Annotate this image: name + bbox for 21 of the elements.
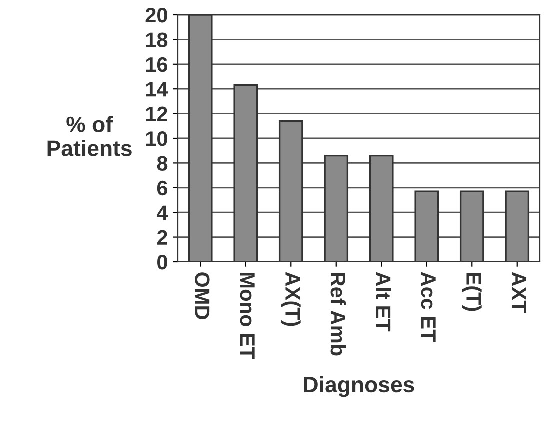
y-tick-label: 0 [158, 255, 168, 270]
x-tick-label: AX(T) [281, 272, 301, 326]
x-tick-label: Ref Amb [330, 273, 346, 356]
y-tick-label: 20 [146, 8, 168, 23]
y-tick-label: 18 [146, 32, 168, 48]
y-tick-label: 14 [146, 82, 168, 97]
y-tick-label: 4 [157, 206, 168, 220]
y-tick-label: 16 [146, 57, 168, 72]
y-axis-title: % of Patients [48, 116, 132, 156]
x-tick-label: Acc ET [421, 272, 436, 342]
x-tick-label: AXT [512, 272, 526, 314]
y-tick-label: 2 [157, 230, 168, 245]
y-tick-label: 6 [157, 180, 168, 196]
y-tick-label: 10 [146, 132, 168, 146]
y-tick-label: 8 [157, 156, 168, 171]
x-tick-label: Mono ET [240, 273, 255, 360]
x-tick-label: E(T) [462, 273, 482, 312]
y-tick-label: 12 [146, 106, 168, 122]
x-tick-label: OMD [195, 272, 210, 320]
x-axis-title: Diagnoses [304, 376, 414, 398]
x-tick-label: Alt ET [376, 272, 392, 332]
